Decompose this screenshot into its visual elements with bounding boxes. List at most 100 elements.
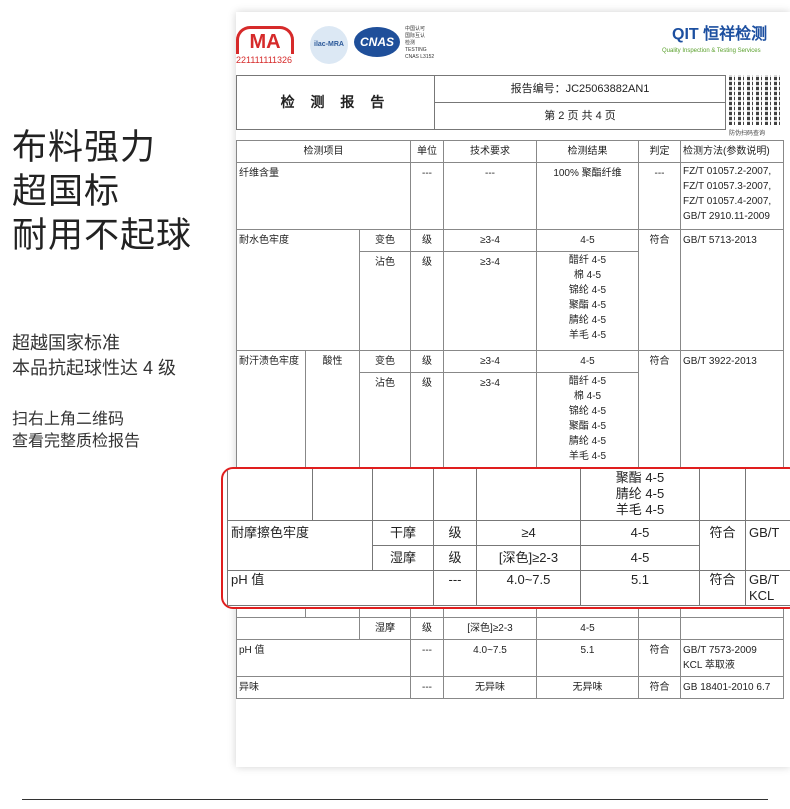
- empty-cell: [476, 469, 581, 521]
- item-cell: pH 值: [227, 570, 434, 606]
- req-cell: [深色]≥2-3: [443, 617, 537, 640]
- result-cell: 4-5: [580, 545, 700, 571]
- cnas-line: 检测: [405, 40, 416, 46]
- empty-cell: [312, 469, 373, 521]
- table-row: 沾色 级 ≥3-4 醋纤 4-5 棉 4-5 锦纶 4-5 聚酯 4-5 腈纶 4-5 羊…: [237, 251, 784, 351]
- col-header: 判定: [638, 140, 681, 163]
- result-line: 醋纤 4-5: [568, 255, 607, 266]
- result-line: 聚酯 4-5: [615, 470, 665, 485]
- qr-caption: 防伪扫码查询: [729, 131, 766, 137]
- cnas-line: 国际互认: [405, 33, 426, 39]
- qit-subtitle: Quality Inspection & Testing Services: [662, 48, 761, 54]
- result-cell: 5.1: [580, 570, 700, 606]
- method-line: GB/T 2910.11-2009: [683, 211, 770, 222]
- sub-cell: 湿摩: [372, 545, 434, 571]
- result-cell: 4-5: [580, 520, 700, 546]
- result-cell: 4-5: [536, 617, 639, 640]
- item-cell: 耐水色牢度: [236, 229, 360, 351]
- verdict-cell: 符合: [638, 676, 681, 699]
- table-row: pH 值 --- 4.0~7.5 5.1 符合 GB/T KCL: [227, 570, 790, 606]
- report-number: 报告编号：JC25063882AN1: [435, 76, 725, 103]
- empty-cell: [372, 469, 434, 521]
- sub-cell: 沾色: [359, 251, 411, 351]
- result-line: 羊毛 4-5: [615, 502, 665, 517]
- cnas-line: TESTING: [405, 47, 427, 53]
- method-cell: FZ/T 01057.2-2007, FZ/T 01057.3-2007, FZ/T…: [680, 162, 784, 230]
- cnas-line: CNAS L3152: [405, 54, 435, 60]
- method-line: GB/T: [749, 572, 780, 587]
- unit-cell: 级: [410, 251, 444, 351]
- result-line: 腈纶 4-5: [568, 315, 607, 326]
- report-page: 第 2 页 共 4 页: [544, 110, 616, 122]
- req-cell: 无异味: [443, 676, 537, 699]
- unit-cell: 级: [433, 545, 477, 571]
- unit-cell: ---: [410, 676, 444, 699]
- empty-cell: [745, 469, 790, 521]
- method-line: GB/T 7573-2009: [683, 645, 757, 656]
- result-line: 棉 4-5: [573, 391, 602, 402]
- qit-logo: QIT 恒祥检测: [672, 26, 768, 43]
- req-cell: ≥4: [476, 520, 581, 546]
- promo-line: 扫右上角二维码: [12, 411, 125, 428]
- method-line: KCL 萃取液: [683, 660, 735, 671]
- req-cell: 4.0~7.5: [443, 639, 537, 677]
- col-header: 检测方法(参数说明): [680, 140, 784, 163]
- unit-cell: 级: [410, 617, 444, 640]
- req-cell: ---: [443, 162, 537, 230]
- table-row: 湿摩 级 [深色]≥2-3 4-5: [236, 617, 784, 640]
- col-header: 单位: [410, 140, 444, 163]
- result-line: 棉 4-5: [573, 270, 602, 281]
- header-row: 检测项目 单位 技术要求 检测结果 判定 检测方法(参数说明): [236, 140, 784, 163]
- result-line: 腈纶 4-5: [615, 486, 665, 501]
- promo-line: 超越国家标准: [12, 333, 120, 353]
- item-cell: 纤维含量: [236, 162, 411, 230]
- table-row: 湿摩 级 [深色]≥2-3 4-5: [228, 545, 790, 571]
- cnas-line: 中国认可: [405, 26, 426, 32]
- unit-cell: 级: [410, 350, 444, 373]
- col-header: 技术要求: [443, 140, 537, 163]
- headline-line: 布料强力: [12, 128, 157, 167]
- promo-qr-text: 扫右上角二维码 查看完整质检报告: [12, 409, 140, 453]
- result-line: 羊毛 4-5: [568, 451, 607, 462]
- unit-cell: 级: [433, 520, 477, 546]
- table-row: 纤维含量 --- --- 100% 聚酯纤维 --- FZ/T 01057.2-…: [236, 162, 784, 230]
- promo-standard-text: 超越国家标准 本品抗起球性达 4 级: [12, 331, 176, 381]
- result-cell: 100% 聚酯纤维: [536, 162, 639, 230]
- col-header: 检测项目: [236, 140, 411, 163]
- method-cell: GB 18401-2010 6.7: [680, 676, 784, 699]
- qr-code[interactable]: [729, 75, 781, 125]
- sub-cell: 湿摩: [359, 617, 411, 640]
- method-cell: GB/T 5713-2013: [680, 229, 784, 351]
- result-line: 聚酯 4-5: [568, 300, 607, 311]
- headline-line: 超国标: [12, 172, 121, 211]
- report-title: 检 测 报 告: [237, 76, 435, 129]
- report-title-box: 检 测 报 告 报告编号：JC25063882AN1 第 2 页 共 4 页: [236, 75, 726, 130]
- promo-line: 查看完整质检报告: [12, 433, 141, 450]
- empty-cell: [638, 617, 681, 640]
- req-cell: 4.0~7.5: [476, 570, 581, 606]
- result-line: 聚酯 4-5: [568, 421, 607, 432]
- ilac-logo: ilac-MRA: [310, 26, 348, 64]
- headline-line: 耐用不起球: [12, 216, 193, 255]
- req-cell: [深色]≥2-3: [476, 545, 581, 571]
- sub-cell: 干摩: [372, 520, 434, 546]
- unit-cell: ---: [410, 162, 444, 230]
- cma-logo: MA: [236, 26, 294, 54]
- result-line: 锦纶 4-5: [568, 285, 607, 296]
- result-line: 醋纤 4-5: [568, 376, 607, 387]
- item-cell: 耐摩擦色牢度: [227, 520, 373, 571]
- req-cell: ≥3-4: [443, 229, 537, 252]
- verdict-cell: 符合: [638, 639, 681, 677]
- method-cell: GB/T KCL: [745, 570, 790, 606]
- sub-cell: 变色: [359, 350, 411, 373]
- table-row: 耐水色牢度 变色 级 ≥3-4 4-5 符合 GB/T 5713-2013: [236, 229, 784, 351]
- verdict-cell: ---: [638, 162, 681, 230]
- cma-number: 221111111326: [236, 55, 293, 65]
- verdict-cell: 符合: [699, 520, 746, 571]
- item-cell: 异味: [236, 676, 411, 699]
- magnified-highlight: 聚酯 4-5 腈纶 4-5 羊毛 4-5 耐摩擦色牢度 干摩 级 ≥4 4-5 符合…: [221, 467, 790, 609]
- method-line: KCL: [749, 588, 775, 603]
- method-line: FZ/T 01057.4-2007,: [683, 196, 772, 207]
- table-row: 异味 --- 无异味 无异味 符合 GB 18401-2010 6.7: [236, 676, 784, 699]
- result-line: 锦纶 4-5: [568, 406, 607, 417]
